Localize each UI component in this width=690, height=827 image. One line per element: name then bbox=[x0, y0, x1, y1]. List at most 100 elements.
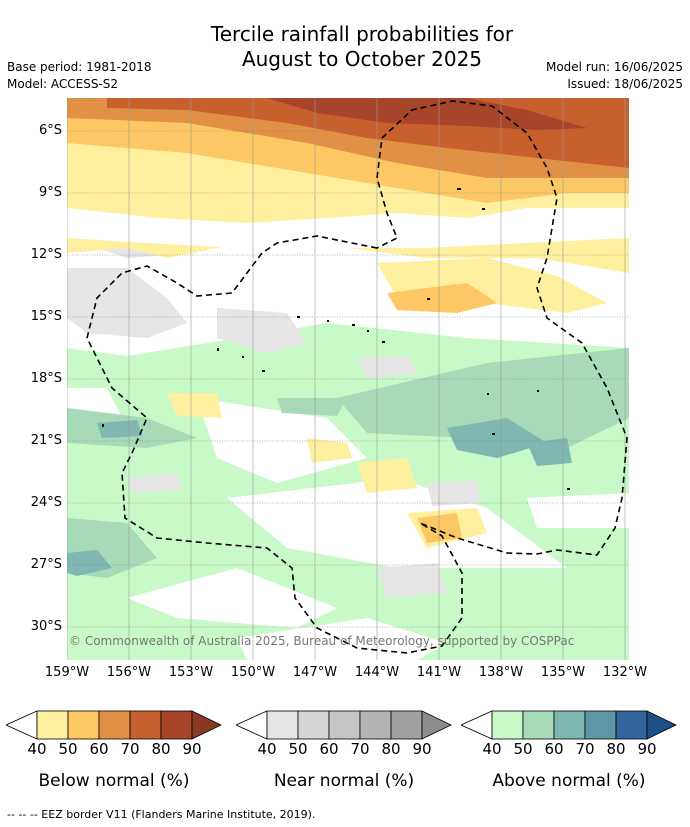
legend-title: Near normal (%) bbox=[273, 771, 415, 791]
legend-tick: 40 bbox=[27, 740, 47, 758]
lat-label: 30°S bbox=[30, 619, 62, 634]
below-normal-40 bbox=[167, 393, 222, 418]
lon-label: 147°W bbox=[292, 665, 338, 680]
legend-below-normal: 40 50 60 70 80 90 Below normal (%) bbox=[6, 710, 222, 791]
legend-tick: 60 bbox=[319, 740, 339, 758]
legend-swatch bbox=[160, 710, 193, 740]
legend-tick: 70 bbox=[120, 740, 140, 758]
legend-tick: 40 bbox=[257, 740, 277, 758]
lon-label: 132°W bbox=[602, 665, 648, 680]
below-normal-40 bbox=[357, 458, 417, 493]
legend-swatch bbox=[646, 710, 677, 740]
lon-label: 159°W bbox=[44, 665, 90, 680]
islands bbox=[102, 188, 570, 490]
neutral-area bbox=[127, 568, 337, 628]
above-normal-50 bbox=[337, 348, 629, 448]
model-name: Model: ACCESS-S2 bbox=[7, 77, 119, 91]
legend-swatch bbox=[461, 710, 493, 740]
model-run: Model run: 16/06/2025 bbox=[545, 60, 683, 74]
legend-tick: 50 bbox=[58, 740, 78, 758]
above-normal-60 bbox=[97, 420, 142, 438]
legend-swatch bbox=[191, 710, 222, 740]
legend-near-normal: 40 50 60 70 80 90 Near normal (%) bbox=[236, 710, 452, 791]
legend-title: Below normal (%) bbox=[38, 771, 190, 791]
above-normal-60 bbox=[67, 550, 112, 576]
above-normal-60 bbox=[527, 438, 572, 466]
legend-tick: 70 bbox=[350, 740, 370, 758]
copyright-notice: © Commonwealth of Australia 2025, Bureau… bbox=[69, 634, 575, 648]
above-normal-50 bbox=[277, 398, 347, 416]
legend-swatch bbox=[266, 710, 299, 740]
eez-border bbox=[86, 100, 628, 654]
neutral-area bbox=[197, 398, 367, 483]
near-normal-area bbox=[127, 473, 182, 493]
title-line-2: August to October 2025 bbox=[241, 47, 483, 71]
map-title: Tercile rainfall probabilities for Augus… bbox=[130, 22, 594, 72]
legend-tick: 70 bbox=[575, 740, 595, 758]
neutral-area bbox=[527, 493, 629, 528]
graticule bbox=[67, 130, 629, 628]
legend-swatch bbox=[522, 710, 555, 740]
neutral-area bbox=[67, 208, 629, 248]
run-info: Model run: 16/06/2025 Issued: 18/06/2025 bbox=[546, 59, 683, 93]
legend-swatch bbox=[98, 710, 131, 740]
legend-tick: 50 bbox=[288, 740, 308, 758]
near-normal-area bbox=[377, 563, 447, 598]
issued-date: Issued: 18/06/2025 bbox=[567, 77, 683, 91]
legend-swatch bbox=[390, 710, 423, 740]
legend-swatch bbox=[328, 710, 361, 740]
legend-tick: 90 bbox=[412, 740, 432, 758]
legend-swatch bbox=[553, 710, 586, 740]
legend-swatch bbox=[6, 710, 38, 740]
title-line-1: Tercile rainfall probabilities for bbox=[210, 22, 514, 46]
neutral-area bbox=[237, 618, 447, 660]
legend-swatch bbox=[36, 710, 69, 740]
lon-label: 135°W bbox=[540, 665, 586, 680]
near-normal-area bbox=[357, 356, 417, 378]
legend-tick: 90 bbox=[637, 740, 657, 758]
lat-label: 18°S bbox=[30, 371, 62, 386]
lat-label: 6°S bbox=[38, 123, 62, 138]
meridians bbox=[67, 98, 626, 660]
lat-label: 9°S bbox=[38, 185, 62, 200]
lat-label: 24°S bbox=[30, 495, 62, 510]
below-normal-40 bbox=[307, 438, 352, 463]
legend-above-normal: 40 50 60 70 80 90 Above normal (%) bbox=[461, 710, 677, 791]
legend-tick: 50 bbox=[513, 740, 533, 758]
lon-label: 153°W bbox=[168, 665, 214, 680]
legend-swatch bbox=[421, 710, 452, 740]
legend-tick: 90 bbox=[182, 740, 202, 758]
above-normal-60 bbox=[447, 418, 547, 458]
legend-tick: 80 bbox=[381, 740, 401, 758]
lat-label: 15°S bbox=[30, 309, 62, 324]
legend-swatch bbox=[297, 710, 330, 740]
legend-tick: 80 bbox=[606, 740, 626, 758]
lon-label: 150°W bbox=[230, 665, 276, 680]
base-period: Base period: 1981-2018 bbox=[7, 60, 152, 74]
near-normal-area bbox=[427, 480, 482, 506]
lon-label: 144°W bbox=[354, 665, 400, 680]
legend-tick: 60 bbox=[544, 740, 564, 758]
legend-swatch bbox=[236, 710, 268, 740]
legend-swatch bbox=[359, 710, 392, 740]
legend-title: Above normal (%) bbox=[492, 771, 646, 791]
lat-label: 27°S bbox=[30, 557, 62, 572]
legend-swatch bbox=[615, 710, 648, 740]
legend-swatch bbox=[67, 710, 100, 740]
near-normal-area bbox=[67, 268, 187, 338]
legend-swatch bbox=[129, 710, 162, 740]
eez-footnote: -- -- -- EEZ border V11 (Flanders Marine… bbox=[7, 808, 316, 821]
probability-map: © Commonwealth of Australia 2025, Bureau… bbox=[67, 98, 629, 660]
legend-tick: 60 bbox=[89, 740, 109, 758]
lon-label: 138°W bbox=[478, 665, 524, 680]
near-normal-area bbox=[217, 308, 307, 353]
below-normal-50 bbox=[387, 283, 497, 313]
legend-tick: 80 bbox=[151, 740, 171, 758]
legend-swatch bbox=[584, 710, 617, 740]
below-normal-80 bbox=[267, 98, 587, 130]
legend-swatch bbox=[491, 710, 524, 740]
lon-label: 156°W bbox=[106, 665, 152, 680]
legend-tick: 40 bbox=[482, 740, 502, 758]
lat-label: 12°S bbox=[30, 247, 62, 262]
lon-label: 141°W bbox=[416, 665, 462, 680]
